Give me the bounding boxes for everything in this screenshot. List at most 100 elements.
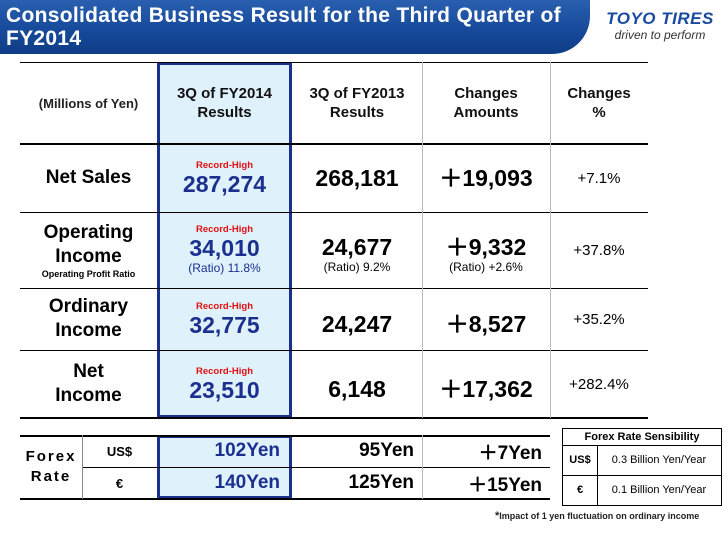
usd-currency-label: US$ (106, 443, 133, 459)
sensitivity-eur-label: € (576, 484, 584, 496)
header-rule (20, 143, 648, 145)
title-banner: Consolidated Business Result for the Thi… (0, 0, 590, 54)
operating-income-change-ratio: (Ratio) +2.6% (449, 259, 523, 274)
net-income-current: Record-High 23,510 (157, 350, 292, 418)
operating-income-current-ratio: (Ratio) 11.8% (188, 261, 261, 275)
table-top-rule (20, 62, 648, 63)
ordinary-income-pct: +35.2% (550, 288, 648, 350)
forex-sensitivity-box: Forex Rate Sensibility US$ 0.3 Billion Y… (562, 428, 722, 506)
logo-name: TOYO TIRES (606, 9, 714, 28)
forex-usd-current: 102Yen (157, 435, 292, 467)
forex-rate-label: Forex Rate (20, 435, 82, 499)
ordinary-income-previous-value: 24,247 (321, 311, 393, 337)
forex-rate-table: Forex Rate US$ 102Yen 95Yen ＋7Yen € 140Y… (20, 435, 550, 500)
ordinary-income-previous: 24,247 (292, 288, 422, 350)
net-sales-pct: +7.1% (550, 144, 648, 212)
operating-income-current-value: 34,010 (189, 235, 260, 261)
sensitivity-row-rule (563, 475, 721, 476)
table-bottom-rule (20, 417, 648, 419)
usd-previous-rate: 95Yen (359, 440, 414, 461)
column-divider (550, 62, 551, 418)
unit-header: (Millions of Yen) (20, 62, 157, 144)
net-sales-current-value: 287,274 (182, 170, 267, 197)
unit-label: (Millions of Yen) (38, 95, 139, 111)
ordinary-income-label-line2: Income (55, 320, 122, 341)
sensitivity-usd-label: US$ (569, 454, 591, 466)
sensitivity-eur-value-cell: 0.1 Billion Yen/Year (597, 475, 721, 505)
ordinary-income-pct-value: +35.2% (573, 310, 625, 328)
operating-income-pct: +37.8% (550, 212, 648, 288)
row-label-ordinary-income: Ordinary Income (20, 288, 157, 350)
change-pct-header: Changes % (550, 62, 648, 144)
ordinary-income-current: Record-High 32,775 (157, 288, 292, 350)
row-label-net-sales: Net Sales (20, 144, 157, 212)
operating-income-previous: 24,677 (Ratio) 9.2% (292, 212, 422, 288)
toyo-tires-logo: TOYO TIRES driven to perform (596, 9, 724, 49)
ordinary-income-current-value: 32,775 (189, 311, 260, 338)
operating-income-change-value: ＋9,332 (445, 233, 527, 260)
net-income-change: ＋17,362 (422, 350, 550, 418)
eur-previous-rate: 125Yen (348, 472, 415, 493)
footnote-mark: * (495, 510, 500, 522)
net-income-pct: +282.4% (550, 350, 648, 418)
forex-currency-usd: US$ (82, 435, 157, 467)
row-label-net-income: Net Income (20, 350, 157, 418)
ordinary-income-label-line1: Ordinary (48, 296, 129, 317)
net-income-label-line2: Income (55, 385, 122, 406)
column-divider (422, 62, 423, 418)
operating-income-change: ＋9,332 (Ratio) +2.6% (422, 212, 550, 288)
change-amount-header-line2: Amounts (453, 104, 519, 121)
sensitivity-eur-cell: € (563, 475, 597, 505)
forex-label-line1: Forex (25, 448, 77, 465)
row-divider (20, 350, 648, 351)
forex-usd-previous: 95Yen (292, 435, 422, 467)
operating-income-previous-value: 24,677 (321, 233, 393, 260)
sensitivity-usd-value: 0.3 Billion Yen/Year (611, 454, 707, 466)
forex-bottom-rule (20, 498, 550, 500)
sensitivity-title: Forex Rate Sensibility (584, 431, 700, 443)
eur-currency-label: € (115, 475, 124, 491)
row-label-operating-income: Operating Income Operating Profit Ratio (20, 212, 157, 288)
previous-header-line2: Results (329, 104, 385, 121)
row-divider (20, 212, 648, 213)
net-sales-current: Record-High 287,274 (157, 144, 292, 212)
forex-currency-eur: € (82, 467, 157, 499)
operating-profit-ratio-note: Operating Profit Ratio (41, 268, 136, 279)
highlight-column-fy2014 (157, 62, 292, 418)
change-pct-header-line1: Changes (567, 85, 631, 102)
forex-column-divider (422, 435, 423, 499)
sensitivity-title-rule (563, 445, 721, 446)
net-income-previous-value: 6,148 (328, 376, 386, 402)
sensitivity-footnote: *Impact of 1 yen fluctuation on ordinary… (495, 510, 710, 522)
forex-eur-change: ＋15Yen (422, 467, 550, 499)
row-divider (20, 288, 648, 289)
net-income-pct-value: +282.4% (569, 375, 629, 393)
record-high-badge: Record-High (196, 365, 253, 377)
sensitivity-usd-value-cell: 0.3 Billion Yen/Year (597, 445, 721, 475)
net-sales-change-value: ＋19,093 (439, 165, 533, 191)
forex-usd-change: ＋7Yen (422, 435, 550, 467)
eur-rate-change: ＋15Yen (468, 474, 542, 496)
current-header-line1: 3Q of FY2014 (176, 85, 273, 102)
net-sales-previous-value: 268,181 (315, 165, 399, 191)
page-title: Consolidated Business Result for the Thi… (6, 4, 561, 50)
forex-top-rule (20, 435, 550, 437)
results-table: (Millions of Yen) 3Q of FY2014 Results 3… (20, 62, 648, 419)
usd-current-rate: 102Yen (214, 440, 281, 461)
net-income-previous: 6,148 (292, 350, 422, 418)
net-sales-label: Net Sales (45, 167, 132, 188)
operating-income-pct-value: +37.8% (573, 241, 625, 259)
logo-tagline: driven to perform (614, 28, 706, 42)
forex-row-divider (82, 467, 550, 468)
ordinary-income-change-value: ＋8,527 (445, 311, 527, 337)
change-amount-header-line1: Changes (454, 85, 518, 102)
forex-column-divider (82, 435, 83, 499)
footnote-text: Impact of 1 yen fluctuation on ordinary … (499, 511, 700, 521)
net-income-label-line1: Net (73, 361, 104, 382)
operating-income-label-line1: Operating (43, 221, 134, 243)
change-pct-header-line2: % (592, 104, 606, 121)
record-high-badge: Record-High (196, 159, 253, 171)
previous-header-line1: 3Q of FY2013 (309, 85, 405, 102)
forex-eur-previous: 125Yen (292, 467, 422, 499)
ordinary-income-change: ＋8,527 (422, 288, 550, 350)
